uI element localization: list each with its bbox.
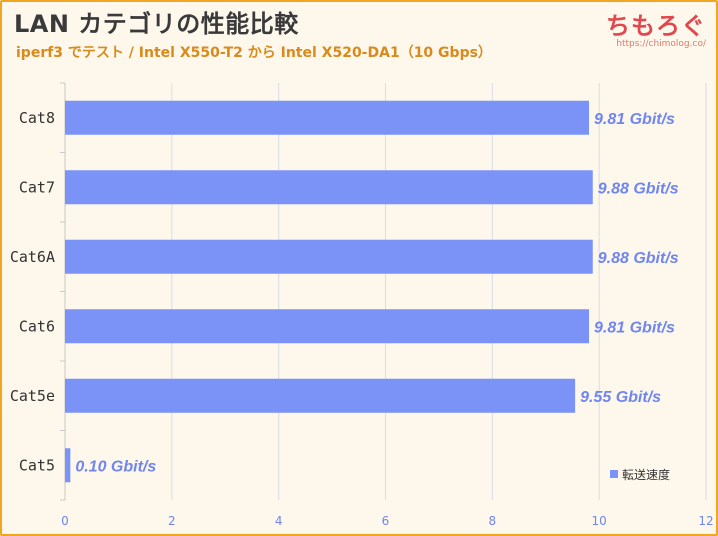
value-label-cat5: 0.10 Gbit/s bbox=[75, 458, 156, 475]
page-subtitle: iperf3 でテスト / Intel X550-T2 から Intel X52… bbox=[16, 45, 492, 61]
category-label-cat6a: Cat6A bbox=[10, 248, 55, 266]
value-label-cat7: 9.88 Gbit/s bbox=[598, 180, 679, 197]
x-tick-label-3: 6 bbox=[382, 514, 390, 528]
category-label-cat5: Cat5 bbox=[19, 456, 55, 474]
category-label-cat5e: Cat5e bbox=[10, 387, 55, 405]
logo-url: https://chimolog.co/ bbox=[616, 39, 706, 49]
category-label-cat7: Cat7 bbox=[19, 178, 55, 196]
bar-cat5 bbox=[65, 448, 71, 483]
category-label-cat6: Cat6 bbox=[19, 317, 55, 335]
value-label-cat8: 9.81 Gbit/s bbox=[594, 111, 675, 128]
legend-label: 転送速度 bbox=[622, 467, 670, 482]
x-tick-label-6: 12 bbox=[698, 514, 713, 528]
category-label-cat8: Cat8 bbox=[19, 109, 55, 127]
page-title: LAN カテゴリの性能比較 bbox=[14, 10, 299, 38]
value-label-cat5e: 9.55 Gbit/s bbox=[580, 389, 661, 406]
bar-cat6a bbox=[65, 239, 593, 274]
bar-cat7 bbox=[65, 170, 593, 205]
value-label-cat6a: 9.88 Gbit/s bbox=[598, 250, 679, 267]
x-tick-label-2: 4 bbox=[275, 514, 283, 528]
x-tick-label-4: 8 bbox=[489, 514, 497, 528]
site-logo: ちもろぐ https://chimolog.co/ bbox=[606, 6, 706, 49]
x-tick-label-0: 0 bbox=[61, 514, 69, 528]
x-tick-label-1: 2 bbox=[168, 514, 176, 528]
legend-swatch bbox=[610, 470, 618, 478]
x-tick-label-5: 10 bbox=[592, 514, 607, 528]
bar-cat6 bbox=[65, 309, 590, 344]
logo-mark: ちもろぐ bbox=[606, 12, 706, 40]
value-label-cat6: 9.81 Gbit/s bbox=[594, 319, 675, 336]
bar-cat8 bbox=[65, 100, 590, 135]
bar-cat5e bbox=[65, 378, 576, 413]
